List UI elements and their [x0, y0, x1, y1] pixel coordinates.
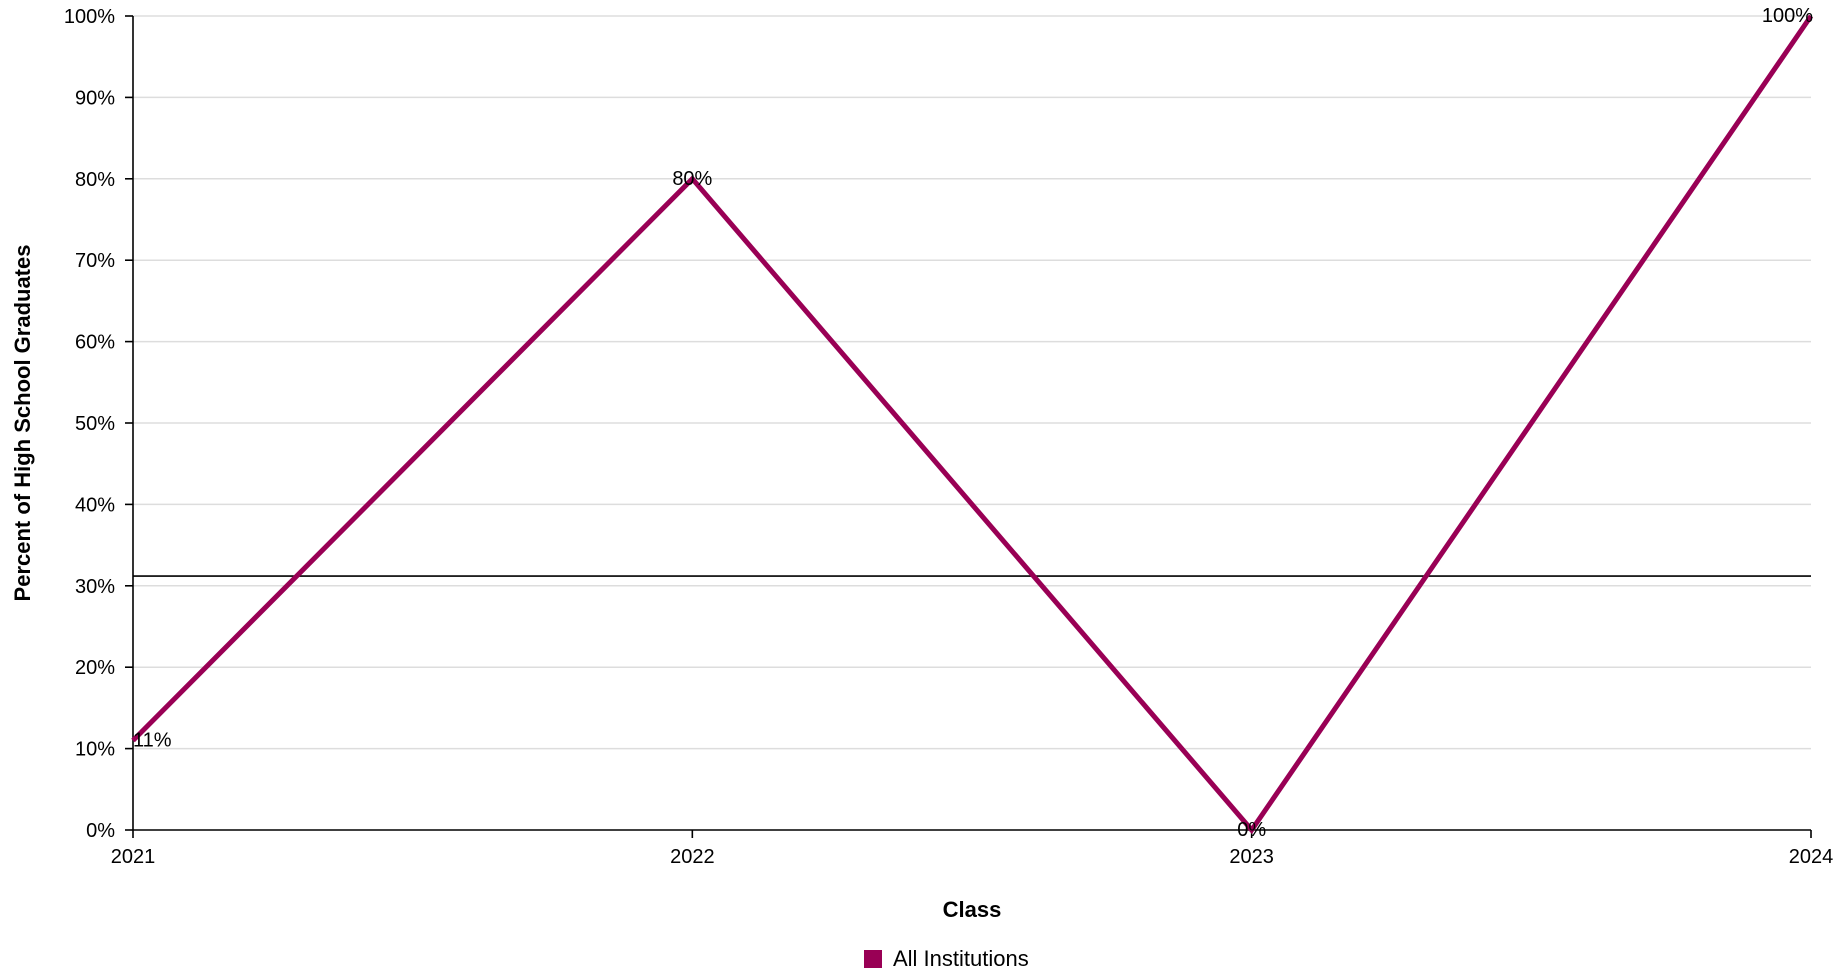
x-tick-label: 2024 — [1789, 846, 1834, 868]
y-tick-label: 70% — [75, 250, 115, 272]
y-tick-label: 40% — [75, 494, 115, 516]
data-label: 0% — [1237, 819, 1266, 841]
x-tick-label: 2022 — [670, 846, 715, 868]
y-tick-label: 100% — [64, 6, 115, 28]
y-tick-label: 60% — [75, 332, 115, 354]
y-tick-label: 20% — [75, 657, 115, 679]
series-lines — [131, 14, 1814, 835]
y-tick-label: 80% — [75, 169, 115, 191]
x-axis-title: Class — [943, 897, 1002, 922]
legend-swatch — [864, 950, 882, 968]
y-tick-label: 50% — [75, 413, 115, 435]
data-label: 80% — [672, 168, 712, 190]
legend-label: All Institutions — [893, 946, 1029, 969]
y-tick-label: 90% — [75, 87, 115, 109]
legend: All Institutions — [864, 946, 1029, 969]
x-tick-label: 2021 — [111, 846, 156, 868]
y-tick-label: 10% — [75, 739, 115, 761]
x-tick-label: 2023 — [1229, 846, 1274, 868]
y-tick-label: 30% — [75, 576, 115, 598]
y-axis-ticks: 0% 10% 20% 30% 40% 50% 60% 70% 80% 90% 100% — [64, 6, 133, 842]
y-axis-title: Percent of High School Graduates — [10, 245, 35, 602]
gridlines — [133, 15, 1811, 750]
data-label: 11% — [133, 729, 172, 751]
data-labels: 11% 80% 0% 100% — [133, 5, 1813, 841]
y-tick-label: 0% — [86, 820, 115, 842]
series-line — [131, 14, 1814, 835]
x-axis-ticks: 2021 2022 2023 2024 — [111, 830, 1834, 868]
data-label: 100% — [1762, 5, 1813, 27]
